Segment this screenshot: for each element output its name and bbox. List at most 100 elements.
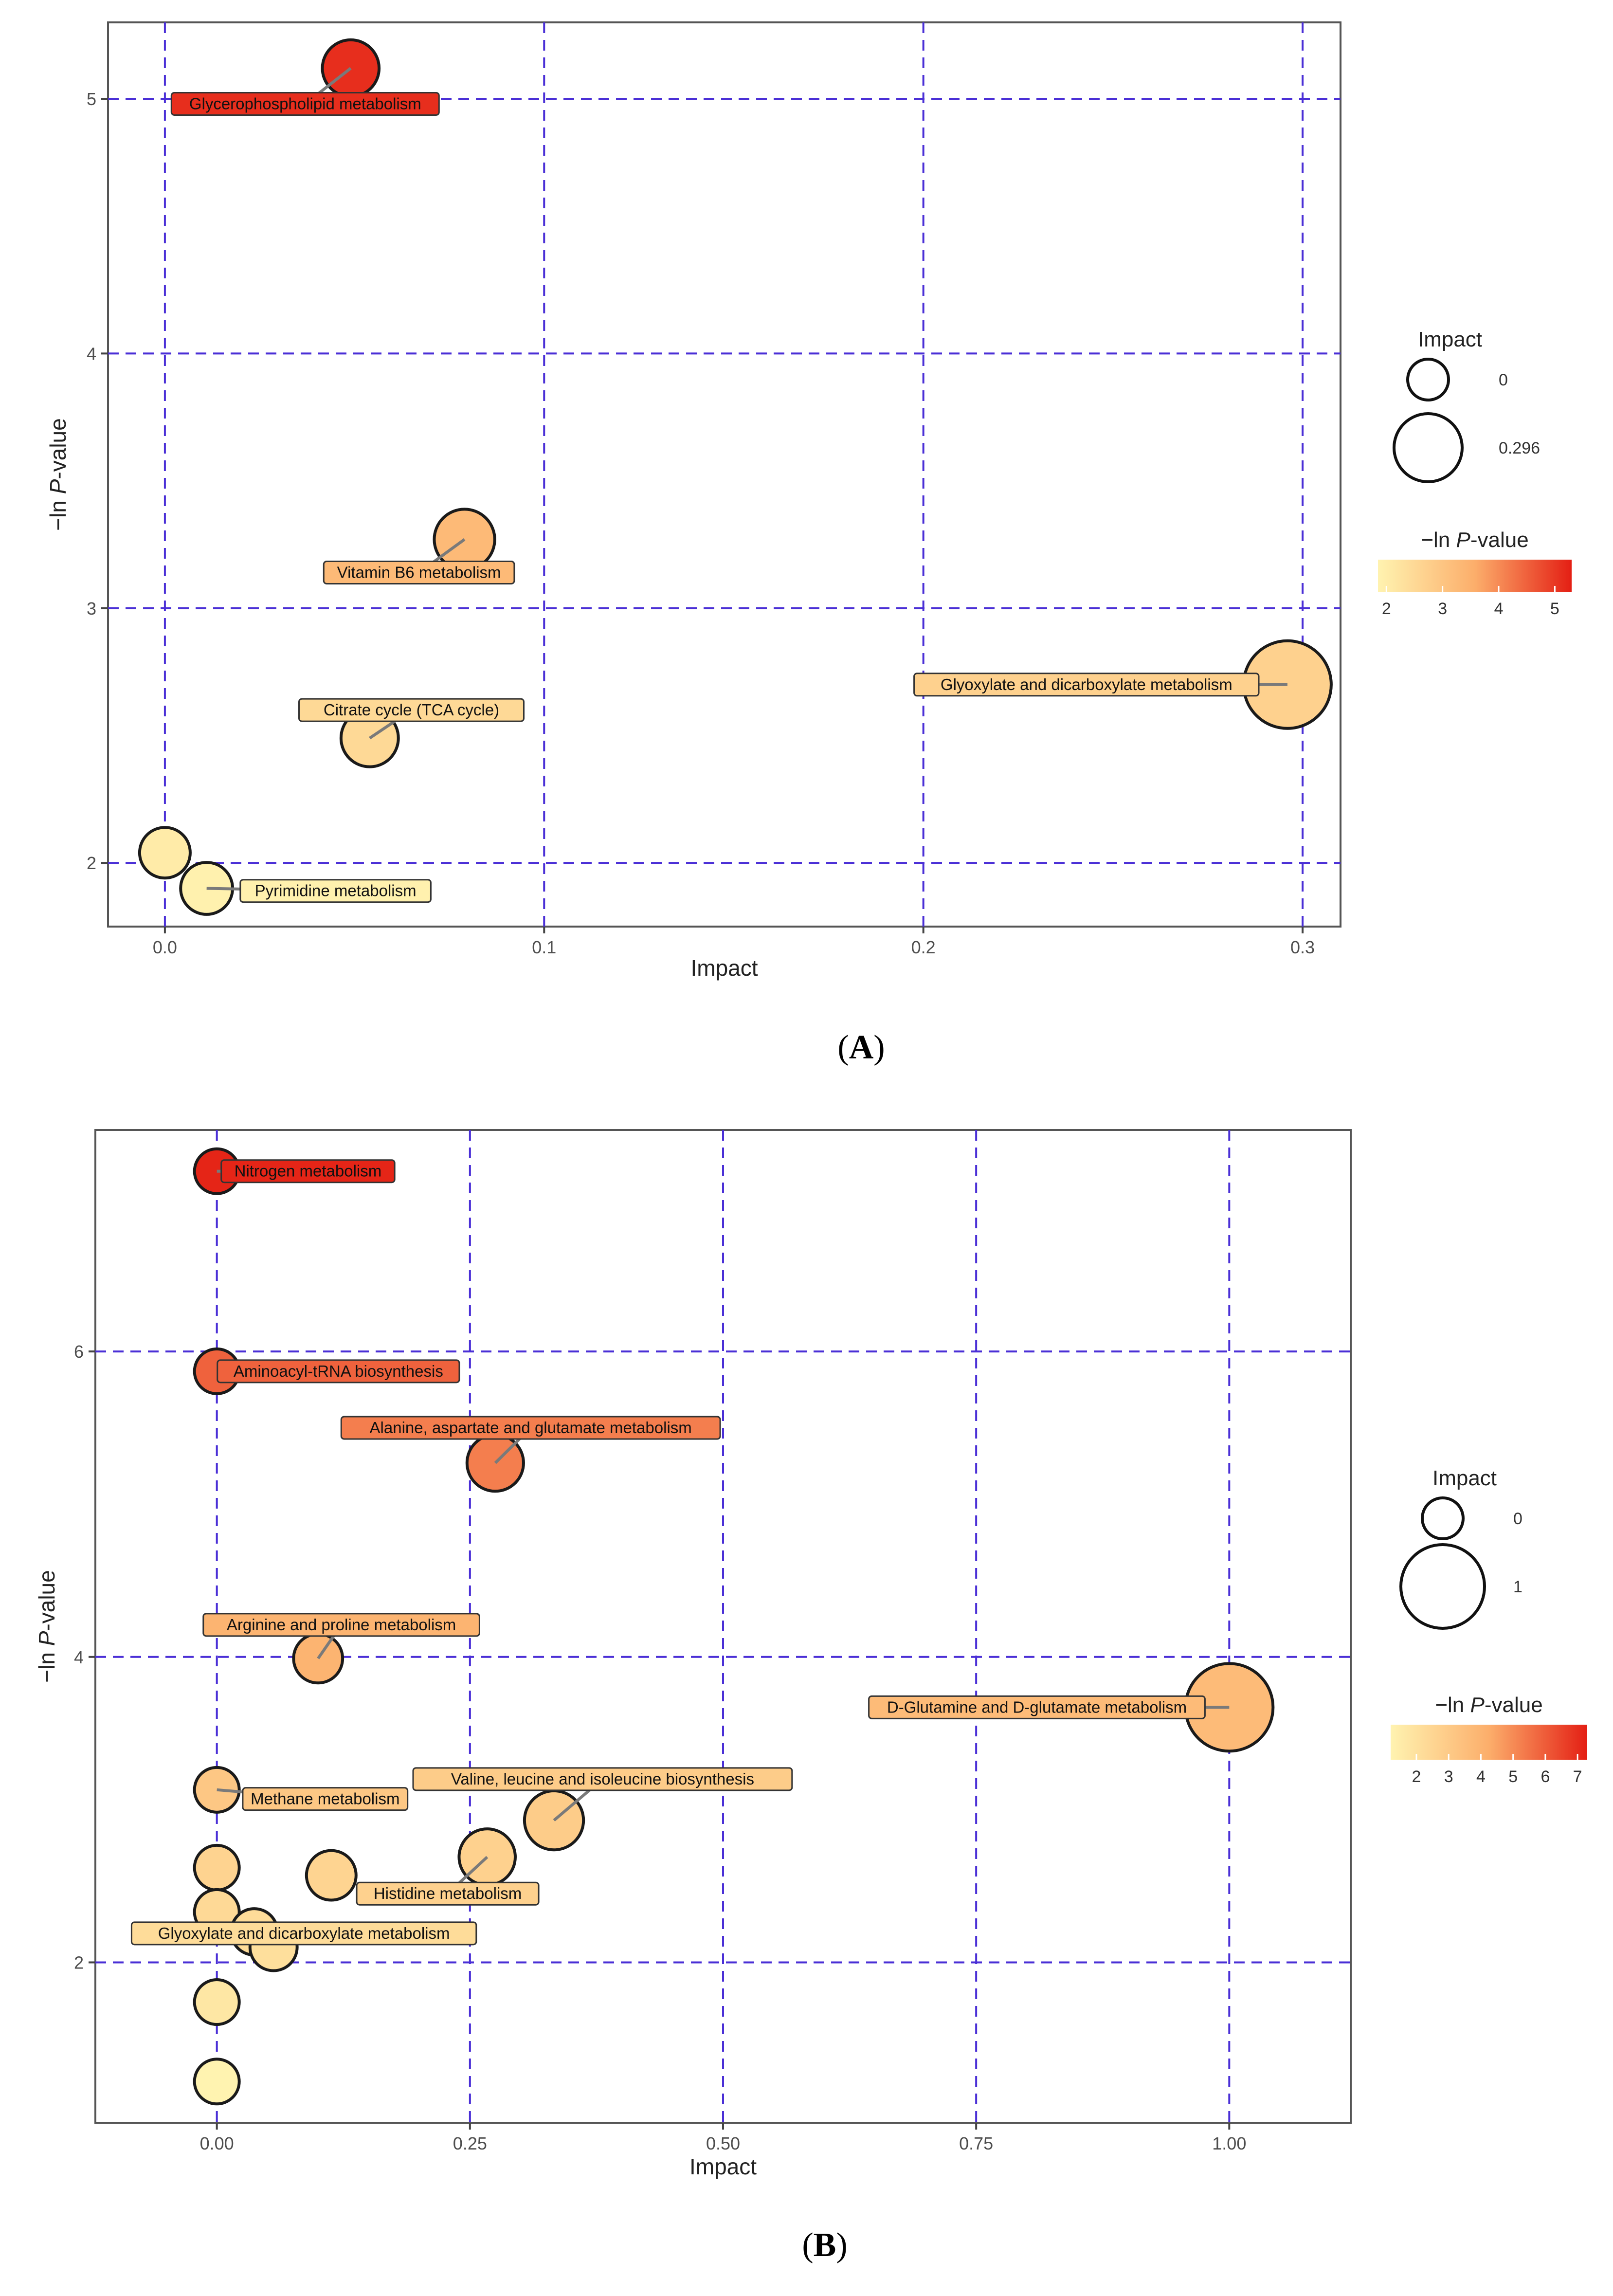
p0-legend-size-title: Impact [1418, 328, 1482, 351]
p1-tick-label-y-0: 2 [74, 1952, 84, 1972]
p1-labels: Nitrogen metabolism Aminoacyl-tRNA biosyn… [130, 1159, 1230, 1946]
p1-label-box-d-glutamine-and-d-glutamate-metabolism [868, 1695, 1206, 1719]
p1-x-axis-title: Impact [689, 2154, 757, 2179]
p1-bubble-8 [193, 1843, 241, 1892]
p1-y-axis-title-prefix: −ln [34, 1646, 59, 1682]
panel-letter-b-text: B [814, 2226, 836, 2264]
p0-label-citrate-cycle-tca-cycle: Citrate cycle (TCA cycle) [324, 701, 499, 719]
p0-legend-size-large [1393, 412, 1464, 483]
p0-legend-size-label-1: 0.296 [1499, 439, 1540, 457]
p0-tick-label-x-3: 0.3 [1290, 937, 1315, 957]
p1-legend-color-title-italic: P [1470, 1693, 1485, 1717]
p1-legend-size-large [1399, 1543, 1486, 1630]
p1-tick-label-x-3: 0.75 [959, 2133, 993, 2153]
p1-label-box-nitrogen-metabolism [220, 1159, 396, 1184]
p1-legend-color-tick-label-0: 2 [1412, 1768, 1421, 1786]
p0-label-glycerophospholipid-metabolism: Glycerophospholipid metabolism [189, 94, 421, 112]
p1-legend: Impact 0 1 −ln P-value 2 3 4 5 6 7 [1391, 1466, 1587, 1786]
p1-legend-size-label-0: 0 [1513, 1510, 1522, 1528]
p1-legend-color-tick-label-4: 6 [1541, 1768, 1550, 1786]
p1-label-box-aminoacyl-trna-biosynthesis [217, 1359, 460, 1384]
p1-label-glyoxylate-and-dicarboxylate-metabolism: Glyoxylate and dicarboxylate metabolism [158, 1924, 450, 1942]
p1-tick-label-x-1: 0.25 [453, 2133, 487, 2153]
p0-legend-colorbar [1378, 560, 1572, 592]
p0-label-box-glycerophospholipid-metabolism [170, 91, 440, 116]
p1-y-axis-title-italic: P [34, 1631, 59, 1646]
p0-tick-label-y-2: 4 [87, 344, 96, 364]
p1-tick-label-y-1: 4 [74, 1647, 84, 1667]
p1-legend-size-small [1421, 1496, 1465, 1540]
p1-legend-color-tick-label-1: 3 [1444, 1768, 1453, 1786]
p0-labels: Glycerophospholipid metabolism Vitamin B6… [170, 67, 1287, 903]
p0-label-box-citrate-cycle-tca-cycle [298, 698, 525, 722]
p1-label-box-methane-metabolism [242, 1787, 409, 1811]
p0-tick-label-y-1: 3 [87, 599, 96, 619]
p1-label-methane-metabolism: Methane metabolism [251, 1790, 399, 1808]
p1-label-histidine-metabolism: Histidine metabolism [374, 1884, 522, 1902]
p1-tick-label-x-4: 1.00 [1212, 2133, 1246, 2153]
p0-tick-label-y-3: 5 [87, 89, 96, 109]
p1-bubble-14 [193, 2058, 241, 2106]
p0-legend-color-title-italic: P [1456, 528, 1470, 552]
p0-y-axis-title-suffix: -value [45, 418, 71, 479]
p1-label-arginine-and-proline-metabolism: Arginine and proline metabolism [227, 1616, 456, 1634]
p0-legend-color-tick-label-1: 3 [1438, 600, 1447, 618]
p1-label-aminoacyl-trna-biosynthesis: Aminoacyl-tRNA biosynthesis [234, 1362, 443, 1380]
p0-bubble-4 [138, 826, 192, 880]
p0-tick-label-y-0: 2 [87, 853, 96, 873]
p1-bubble-13 [193, 1978, 241, 2026]
p1-label-box-glyoxylate-and-dicarboxylate-metabolism [130, 1921, 477, 1946]
p1-bubble-9 [305, 1849, 358, 1902]
p1-label-box-histidine-metabolism [356, 1881, 540, 1906]
p0-tick-label-x-1: 0.1 [532, 937, 556, 957]
p1-legend-color-title-prefix: −ln [1435, 1693, 1470, 1717]
p0-y-axis-title-italic: P [45, 479, 71, 494]
p1-label-box-valine-leucine-and-isoleucine-biosynthesis [412, 1767, 793, 1791]
p0-x-axis-title: Impact [690, 955, 758, 981]
p0-legend-size-small [1406, 358, 1450, 401]
p1-label-box-alanine-aspartate-and-glutamate-metabolism [340, 1416, 721, 1440]
p1-legend-size-title: Impact [1432, 1466, 1497, 1490]
p0-legend-color-title: −ln P-value [1421, 528, 1528, 552]
p0-legend-color-tick-label-0: 2 [1382, 600, 1391, 618]
p0-legend-color-title-suffix: -value [1470, 528, 1529, 552]
p1-legend-size-label-1: 1 [1513, 1578, 1522, 1596]
panel-letter-a-text: A [849, 1029, 874, 1066]
p1-label-box-arginine-and-proline-metabolism [202, 1613, 480, 1637]
p1-label-nitrogen-metabolism: Nitrogen metabolism [235, 1162, 382, 1180]
p1-tick-label-x-2: 0.50 [706, 2133, 740, 2153]
p0-y-axis-title: −ln P-value [45, 418, 71, 530]
p1-legend-colorbar [1391, 1725, 1587, 1760]
panel-letter-b: (B) [802, 2226, 847, 2264]
p1-legend-color-tick-label-2: 4 [1476, 1768, 1486, 1786]
p0-label-glyoxylate-and-dicarboxylate-metabolism: Glyoxylate and dicarboxylate metabolism [941, 675, 1232, 693]
p0-label-vitamin-b6-metabolism: Vitamin B6 metabolism [337, 564, 501, 582]
p1-legend-color-tick-label-3: 5 [1508, 1768, 1518, 1786]
p0-tick-label-x-2: 0.2 [911, 937, 936, 957]
p0-legend-color-tick-label-2: 4 [1494, 600, 1504, 618]
p0-label-box-vitamin-b6-metabolism [323, 561, 515, 585]
p0-legend-color-title-prefix: −ln [1421, 528, 1456, 552]
p1-legend-color-title: −ln P-value [1435, 1693, 1542, 1717]
p1-label-d-glutamine-and-d-glutamate-metabolism: D-Glutamine and D-glutamate metabolism [887, 1698, 1187, 1716]
p0-label-box-glyoxylate-and-dicarboxylate-metabolism [913, 673, 1260, 697]
p1-y-axis-title-suffix: -value [34, 1570, 59, 1631]
p0-tick-label-x-0: 0.0 [153, 937, 177, 957]
panel-letter-a: (A) [837, 1029, 885, 1066]
p1-tick-label-y-2: 6 [74, 1342, 84, 1362]
p0-label-box-pyrimidine-metabolism [239, 879, 432, 903]
p0-y-axis-title-prefix: −ln [45, 494, 71, 530]
p1-label-valine-leucine-and-isoleucine-biosynthesis: Valine, leucine and isoleucine biosynthe… [451, 1770, 754, 1788]
p1-label-alanine-aspartate-and-glutamate-metabolism: Alanine, aspartate and glutamate metabol… [370, 1419, 692, 1437]
p1-y-axis-title: −ln P-value [34, 1570, 59, 1682]
p1-legend-color-tick-label-5: 7 [1573, 1768, 1582, 1786]
p0-legend: Impact 0 0.296 −ln P-value 2 3 4 5 [1378, 328, 1572, 618]
p1-tick-label-x-0: 0.00 [200, 2133, 234, 2153]
p0-legend-size-label-0: 0 [1499, 371, 1508, 389]
p1-legend-color-title-suffix: -value [1485, 1693, 1543, 1717]
p0-label-pyrimidine-metabolism: Pyrimidine metabolism [255, 882, 417, 900]
p0-plot-frame [107, 21, 1341, 928]
